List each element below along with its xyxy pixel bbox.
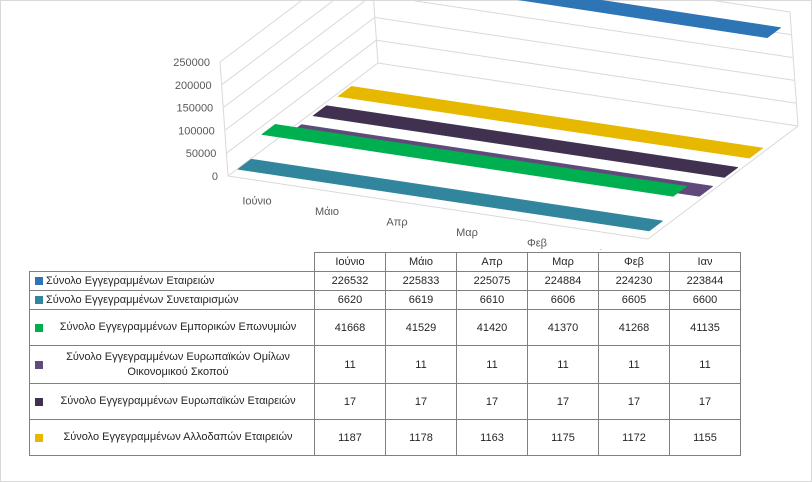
table-header-cell: Ιαν [669,252,741,272]
value-cell: 1178 [385,419,457,456]
value-cell: 17 [456,383,528,420]
legend-key [35,433,43,442]
value-cell: 41529 [385,309,457,346]
value-cell: 224884 [527,271,599,291]
data-table: Ιούνιο Μάιο Απρ Μαρ Φεβ Ιαν Σύνολο Εγγεγραμμέ… [29,252,741,456]
table-row: Σύνολο Εγγεγραμμένων Ευρωπαϊκών Ομίλων Ο… [29,345,741,384]
series-name: Σύνολο Εγγεγραμμένων Εταιρειών [46,274,215,287]
value-cell: 1155 [669,419,741,456]
table-header-cell: Ιούνιο [314,252,386,272]
legend-key [35,277,43,285]
table-row: Σύνολο Εγγεγραμμένων Εμπορικών Επωνυμιών… [29,309,741,346]
legend-key [35,323,43,332]
table-corner [29,252,315,272]
value-cell: 1187 [314,419,386,456]
value-cell: 41370 [527,309,599,346]
x-category-label: Μάιο [315,206,339,218]
table-header-row: Ιούνιο Μάιο Απρ Μαρ Φεβ Ιαν [29,252,741,272]
gridline [219,0,791,63]
series-name: Σύνολο Εγγεγραμμένων Ευρωπαϊκών Εταιρειώ… [60,395,296,407]
y-tick-label: 50000 [186,148,217,160]
value-cell: 17 [598,383,670,420]
series-ribbon-6 [337,86,764,159]
series-name: Σύνολο Εγγεγραμμένων Αλλοδαπών Εταιρειών [63,431,293,443]
y-tick-label: 250000 [173,57,210,69]
value-cell: 11 [385,345,457,384]
value-cell: 17 [385,383,457,420]
wall-edge [789,11,799,127]
value-cell: 11 [314,345,386,384]
y-tick-label: 150000 [176,103,213,115]
series-name: Σύνολο Εγγεγραμμένων Εμπορικών Επωνυμιών [59,321,297,333]
value-cell: 6600 [669,290,741,310]
value-cell: 41135 [669,309,741,346]
value-cell: 6620 [314,290,386,310]
value-cell: 225075 [456,271,528,291]
value-cell: 17 [669,383,741,420]
series-name: Σύνολο Εγγεγραμμένων Ευρωπαϊκών Ομίλων Ο… [66,350,290,378]
series-ribbon-2 [237,158,664,232]
gridline [221,0,792,86]
value-cell: 41420 [456,309,528,346]
y-tick-label: 0 [212,171,218,183]
value-cell: 17 [527,383,599,420]
series-label-cell: Σύνολο Εγγεγραμμένων Εταιρειών [29,271,315,291]
value-cell: 1172 [598,419,670,456]
y-tick-label: 100000 [178,125,215,137]
wall-edge [373,0,379,64]
value-cell: 225833 [385,271,457,291]
value-cell: 41268 [598,309,670,346]
value-cell: 1163 [456,419,528,456]
y-tick-label: 200000 [175,80,212,92]
chart-plot: 250000 200000 150000 100000 50000 0 Ιούνιο Μάι… [173,0,799,250]
series-ribbon-1 [517,0,782,39]
x-category-label: Ιούνιο [242,195,271,207]
value-cell: 6605 [598,290,670,310]
x-category-label: Ιαν [600,248,615,250]
floor-edge [227,125,799,240]
table-row: Σύνολο Εγγεγραμμένων Συνεταιρισμών 6620 66… [29,290,741,310]
series-name: Σύνολο Εγγεγραμμένων Συνεταιρισμών [46,293,239,306]
legend-key [35,296,43,304]
series-label-cell: Σύνολο Εγγεγραμμένων Εμπορικών Επωνυμιών [29,309,315,346]
table-body: Σύνολο Εγγεγραμμένων Εταιρειών 226532 2258… [29,271,741,456]
series-label-cell: Σύνολο Εγγεγραμμένων Ευρωπαϊκών Εταιρειώ… [29,383,315,420]
value-cell: 11 [527,345,599,384]
table-header-cell: Φεβ [598,252,670,272]
value-cell: 1175 [527,419,599,456]
value-cell: 11 [598,345,670,384]
series-ribbons [237,0,782,232]
series-label-cell: Σύνολο Εγγεγραμμένων Συνεταιρισμών [29,290,315,310]
x-category-label: Φεβ [527,237,547,249]
x-category-labels: Ιούνιο Μάιο Απρ Μαρ Φεβ Ιαν [242,195,615,250]
series-ribbon-3 [260,124,688,197]
legend-key [35,397,43,406]
series-ribbon-5 [312,105,739,178]
value-cell: 11 [456,345,528,384]
x-category-label: Μαρ [456,227,478,239]
value-cell: 226532 [314,271,386,291]
value-cell: 6619 [385,290,457,310]
table-header-cell: Μάιο [385,252,457,272]
table-row: Σύνολο Εγγεγραμμένων Αλλοδαπών Εταιρειών… [29,419,741,456]
value-cell: 6610 [456,290,528,310]
table-header-cell: Απρ [456,252,528,272]
y-tick-labels: 250000 200000 150000 100000 50000 0 [173,57,218,183]
value-cell: 17 [314,383,386,420]
value-cell: 11 [669,345,741,384]
value-cell: 41668 [314,309,386,346]
table-header-cell: Μαρ [527,252,599,272]
table-row: Σύνολο Εγγεγραμμένων Ευρωπαϊκών Εταιρειώ… [29,383,741,420]
legend-key [35,360,43,369]
value-cell: 6606 [527,290,599,310]
series-label-cell: Σύνολο Εγγεγραμμένων Ευρωπαϊκών Ομίλων Ο… [29,345,315,384]
x-category-label: Απρ [386,216,407,228]
wall-edge [219,61,229,177]
value-cell: 223844 [669,271,741,291]
gridline [222,0,794,108]
series-label-cell: Σύνολο Εγγεγραμμένων Αλλοδαπών Εταιρειών [29,419,315,456]
table-row: Σύνολο Εγγεγραμμένων Εταιρειών 226532 2258… [29,271,741,291]
value-cell: 224230 [598,271,670,291]
